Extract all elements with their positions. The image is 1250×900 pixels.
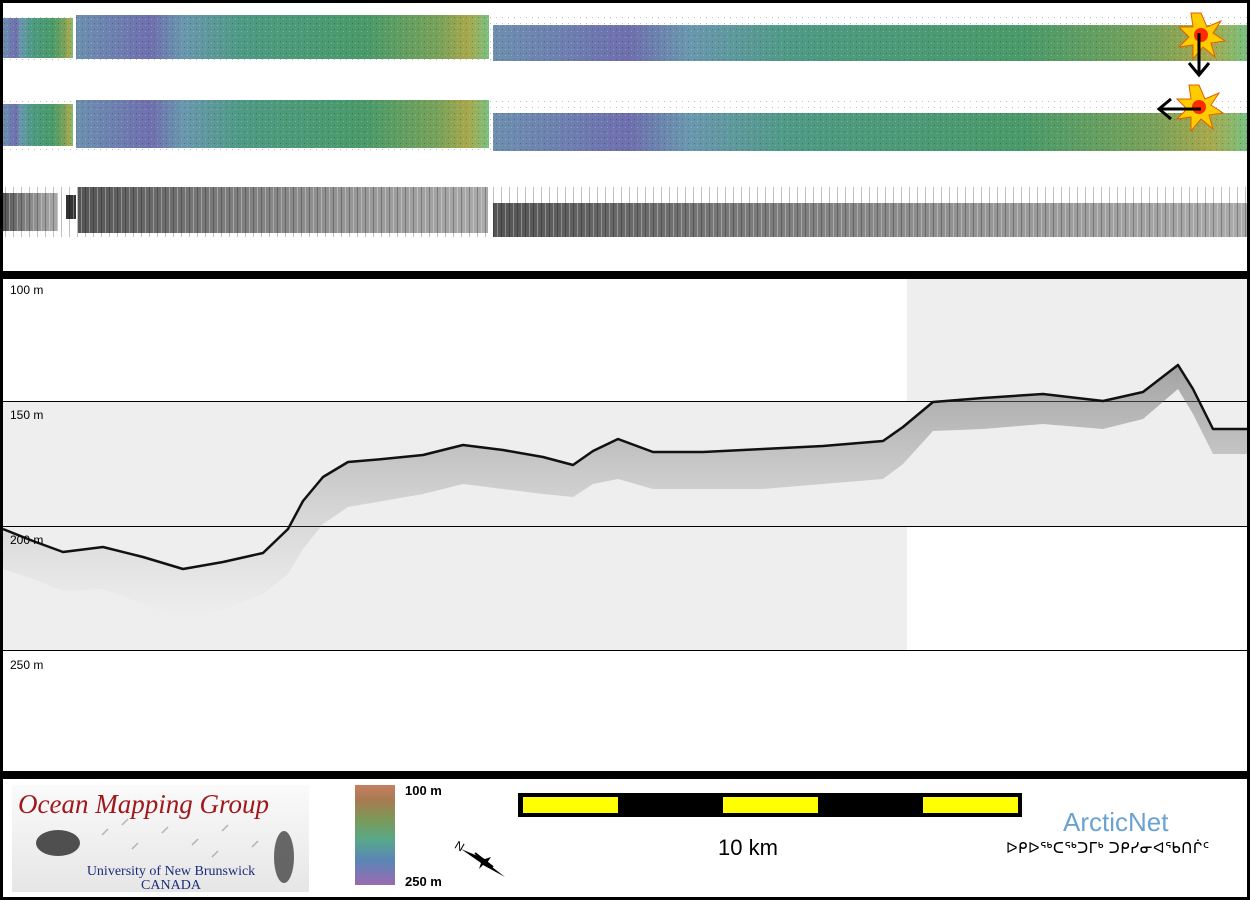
gridline-200m — [3, 526, 1247, 527]
omg-country: CANADA — [141, 878, 201, 892]
ocean-mapping-group-logo: Ocean Mapping Group University of New Br… — [12, 785, 309, 892]
scale-bar — [518, 793, 1022, 817]
omg-title: Ocean Mapping Group — [18, 789, 269, 819]
profile-shade-top-right — [907, 279, 1247, 402]
profile-scatter — [3, 365, 1247, 619]
seabed-profile — [3, 363, 1247, 619]
scale-segment-1 — [523, 797, 618, 813]
depth-label-100: 100 m — [10, 283, 44, 297]
shaded-bathymetry-strip-1 — [3, 15, 1247, 63]
omg-university: University of New Brunswick — [86, 864, 256, 879]
shaded-bathymetry-strip-2 — [3, 99, 1247, 153]
colorbar-max-label: 250 m — [405, 874, 442, 889]
north-arrow-icon: N — [453, 838, 505, 877]
logo-artwork — [36, 818, 294, 883]
arcticnet-title: ArcticNet — [1063, 807, 1169, 837]
colorbar-min-label: 100 m — [405, 783, 442, 798]
gridline-150m — [3, 401, 1247, 402]
scale-segment-3 — [923, 797, 1018, 813]
north-label: N — [453, 838, 467, 854]
down-arrow-icon — [1187, 33, 1211, 78]
depth-colorbar — [355, 785, 395, 885]
swath-strips — [3, 12, 1247, 237]
depth-profile-panel: 100 m 150 m 200 m 250 m — [3, 279, 1247, 771]
swath-imagery-panel — [3, 3, 1247, 271]
left-arrow-icon — [1156, 97, 1201, 121]
scale-segment-2 — [723, 797, 818, 813]
arcticnet-syllabics: ᐅᑭᐅᖅᑕᖅᑐᒥᒃ ᑐᑭᓯᓂᐊᖃᑎᒌᑦ — [1006, 840, 1210, 857]
gridline-250m — [3, 650, 1247, 651]
seabed-line — [3, 363, 1247, 571]
depth-label-150: 150 m — [10, 408, 44, 422]
scale-label: 10 km — [718, 835, 778, 860]
depth-label-250: 250 m — [10, 658, 44, 672]
backscatter-strip — [3, 187, 1247, 237]
depth-label-200: 200 m — [10, 533, 44, 547]
legend-panel: Ocean Mapping Group University of New Br… — [3, 779, 1247, 897]
